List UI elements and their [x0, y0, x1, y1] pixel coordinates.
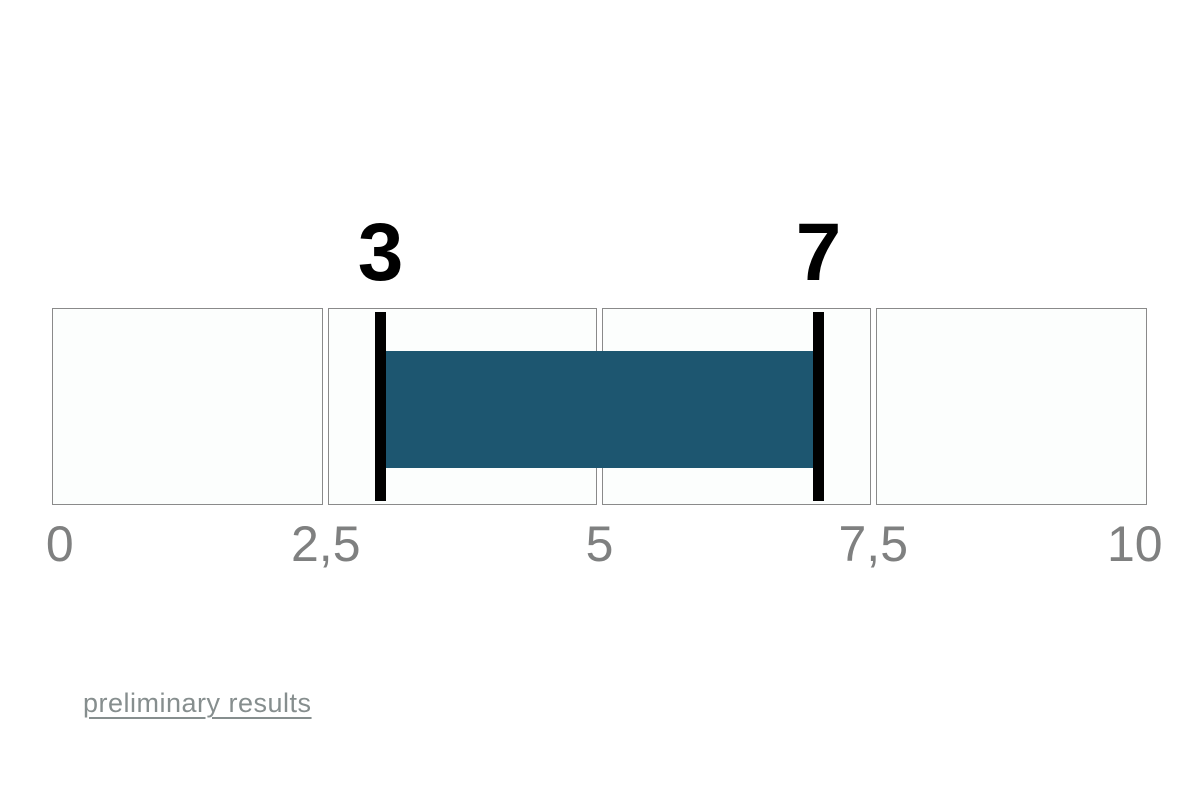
x-tick-label: 2,5 — [290, 516, 361, 572]
track-cell — [875, 308, 1147, 505]
range-start-label: 3 — [357, 207, 404, 298]
x-tick-label: 10 — [1106, 516, 1163, 572]
x-tick-label: 0 — [45, 516, 74, 572]
range-bar — [380, 351, 819, 468]
range-start-marker — [375, 312, 386, 501]
x-axis-tick-labels: 0 2,5 5 7,5 10 — [46, 516, 1163, 587]
x-tick-label: 7,5 — [838, 516, 909, 572]
x-tick-label: 5 — [585, 516, 614, 572]
range-end-marker — [813, 312, 824, 501]
preliminary-results-link[interactable]: preliminary results — [83, 688, 312, 718]
track-cell — [52, 308, 324, 505]
range-end-label: 7 — [795, 207, 842, 298]
